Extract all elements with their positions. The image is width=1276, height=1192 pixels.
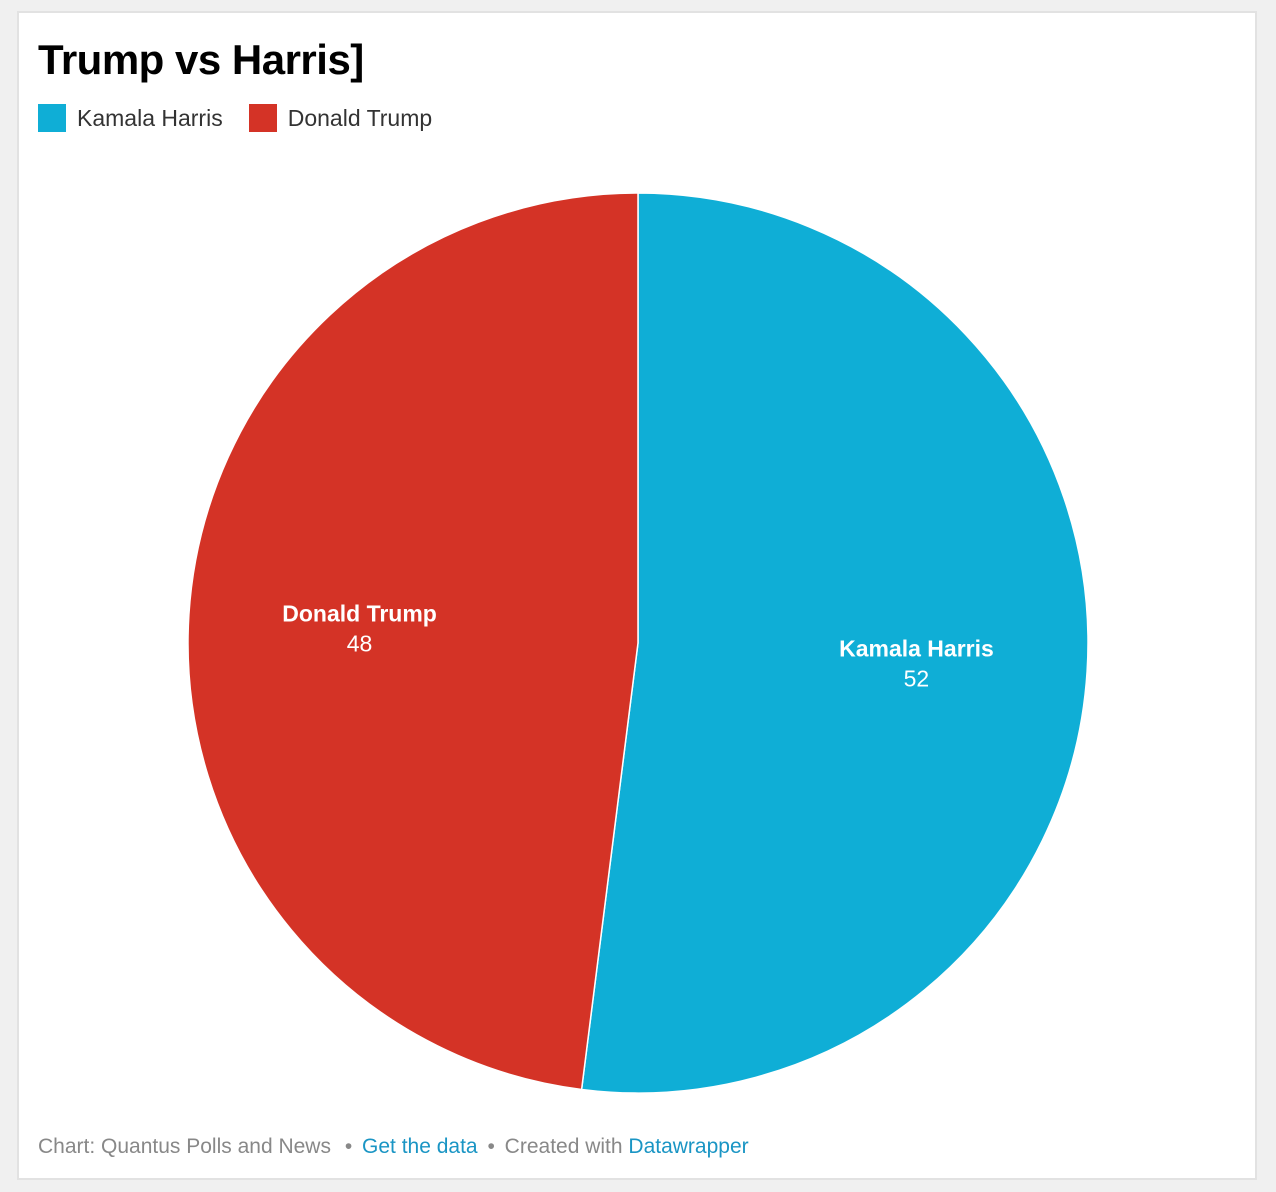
slice-value-trump: 48 — [347, 630, 373, 656]
legend-swatch-harris — [38, 104, 66, 132]
legend-item-harris: Kamala Harris — [38, 104, 223, 132]
slice-label-harris: Kamala Harris — [839, 636, 994, 662]
legend-label-trump: Donald Trump — [287, 104, 433, 131]
chart-title: Trump vs Harris] — [38, 36, 364, 83]
legend-item-trump: Donald Trump — [248, 104, 433, 132]
footer-source: Chart: Quantus Polls and News — [38, 1135, 331, 1158]
footer-separator: • — [487, 1135, 495, 1158]
chart-footer: Chart: Quantus Polls and News • Get the … — [38, 1135, 749, 1159]
pie-slices — [187, 192, 1089, 1094]
datawrapper-link[interactable]: Datawrapper — [628, 1135, 749, 1158]
legend-swatch-trump — [248, 104, 277, 132]
pie-labels: Kamala Harris 52 Donald Trump 48 — [282, 600, 994, 691]
slice-value-harris: 52 — [904, 666, 930, 692]
get-data-link[interactable]: Get the data — [362, 1135, 478, 1158]
legend-label-harris: Kamala Harris — [77, 104, 223, 131]
pie-slice-trump — [187, 192, 639, 1091]
pie-slice-harris — [580, 192, 1089, 1094]
slice-label-trump: Donald Trump — [282, 600, 437, 626]
footer-separator: • — [344, 1135, 353, 1158]
legend: Kamala Harris Donald Trump — [38, 104, 458, 132]
footer-created-with: Created with — [504, 1135, 623, 1158]
